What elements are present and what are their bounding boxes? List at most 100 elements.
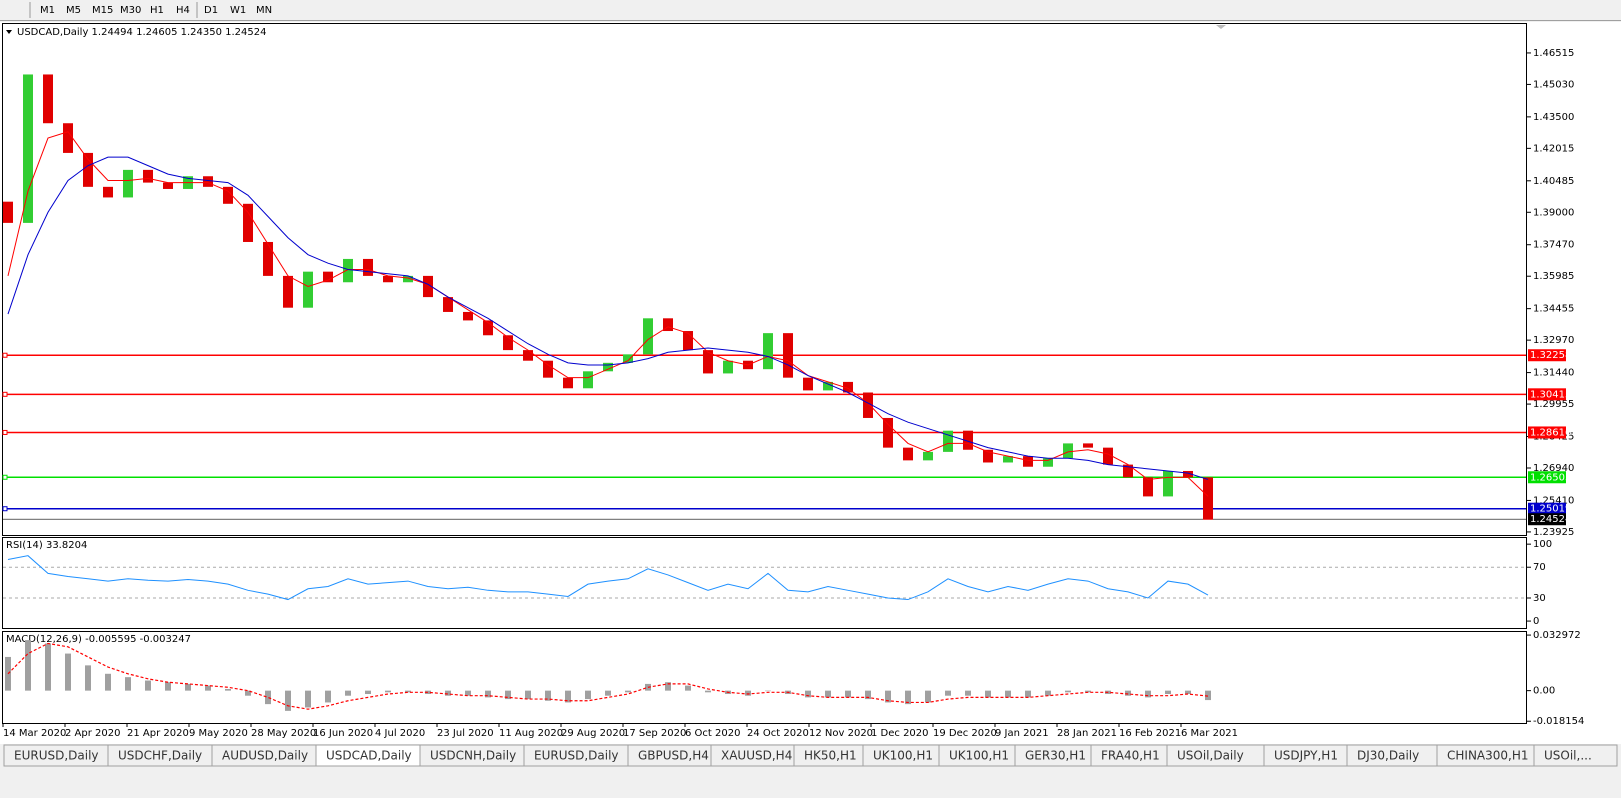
candle-body — [163, 182, 173, 189]
tab-label[interactable]: HK50,H1 — [804, 749, 857, 763]
x-tick-label: 24 Oct 2020 — [747, 728, 809, 739]
macd-bar — [905, 690, 911, 705]
macd-bar — [485, 690, 491, 698]
timeframe-label[interactable]: W1 — [230, 5, 246, 16]
timeframe-button[interactable] — [145, 1, 169, 18]
timeframe-label[interactable]: M15 — [92, 5, 113, 16]
level-price-label: 1.28616 — [1530, 427, 1571, 438]
x-tick-label: 28 May 2020 — [251, 728, 316, 739]
candle-body — [783, 333, 793, 378]
timeframe-label[interactable]: M1 — [40, 5, 55, 16]
macd-bar — [25, 640, 31, 691]
macd-bar — [405, 690, 411, 693]
macd-bar — [505, 690, 511, 700]
candle-body — [823, 381, 833, 391]
tab-label[interactable]: USDCHF,Daily — [118, 749, 202, 763]
macd-bar — [605, 690, 611, 696]
x-tick-label: 12 Nov 2020 — [809, 728, 873, 739]
macd-bar — [1205, 690, 1211, 701]
tab-label[interactable]: DJ30,Daily — [1357, 749, 1419, 763]
x-tick-label: 2 Apr 2020 — [65, 728, 120, 739]
macd-bar — [365, 690, 371, 695]
macd-bar — [1185, 690, 1191, 695]
macd-bar — [385, 690, 391, 693]
macd-bar — [105, 673, 111, 691]
level-price-label: 1.30415 — [1530, 389, 1571, 400]
candle-body — [563, 377, 573, 389]
tab-label[interactable]: USDJPY,H1 — [1274, 749, 1338, 763]
tab-label[interactable]: UK100,H1 — [949, 749, 1009, 763]
candle-body — [843, 381, 853, 393]
candle-body — [383, 275, 393, 283]
candle-body — [883, 417, 893, 448]
candle-body — [103, 186, 113, 198]
macd-bar — [45, 643, 51, 691]
tab-label[interactable]: EURUSD,Daily — [14, 749, 99, 763]
candle-body — [1003, 456, 1013, 463]
candle-body — [583, 371, 593, 389]
candle-body — [83, 152, 93, 187]
timeframe-label[interactable]: MN — [256, 5, 272, 16]
x-tick-label: 17 Sep 2020 — [623, 728, 686, 739]
candle-body — [403, 275, 413, 283]
tab-label[interactable]: EURUSD,Daily — [534, 749, 619, 763]
level-handle — [2, 474, 8, 480]
tab-label[interactable]: UK100,H1 — [873, 749, 933, 763]
tab-label[interactable]: USOil,Daily — [1177, 749, 1244, 763]
candle-body — [523, 350, 533, 361]
candle-body — [1103, 447, 1113, 465]
x-tick-label: 29 Aug 2020 — [561, 728, 625, 739]
macd-bar — [865, 690, 871, 700]
x-tick-label: 6 Mar 2021 — [1181, 728, 1238, 739]
macd-bar — [85, 665, 91, 691]
tab-label[interactable]: GER30,H1 — [1025, 749, 1086, 763]
tab-label[interactable]: CHINA300,H1 — [1447, 749, 1529, 763]
timeframe-label[interactable]: M30 — [120, 5, 141, 16]
candle-body — [123, 169, 133, 198]
timeframe-button[interactable] — [61, 1, 85, 18]
x-tick-label: 4 Jul 2020 — [375, 728, 425, 739]
tab-label[interactable]: XAUUSD,H4 — [721, 749, 792, 763]
level-price-box — [1528, 349, 1566, 362]
macd-bar — [1085, 690, 1091, 693]
y-tick-label: 1.25410 — [1533, 495, 1574, 506]
timeframe-button[interactable] — [35, 1, 59, 18]
rsi-line — [7, 555, 1209, 601]
x-tick-label: 6 Oct 2020 — [685, 728, 740, 739]
tab-label[interactable]: FRA40,H1 — [1101, 749, 1160, 763]
y-tick-label: 1.37470 — [1533, 240, 1574, 251]
timeframe-button[interactable] — [251, 1, 275, 18]
y-tick-label: 1.26940 — [1533, 463, 1574, 474]
macd-bar — [545, 690, 551, 701]
candle-body — [343, 258, 353, 283]
tab-label[interactable]: AUDUSD,Daily — [222, 749, 308, 763]
x-tick-label: 14 Mar 2020 — [3, 728, 66, 739]
y-tick-label: 1.31440 — [1533, 368, 1574, 379]
timeframe-button[interactable] — [225, 1, 249, 18]
timeframe-label[interactable]: D1 — [204, 5, 218, 16]
candle-body — [603, 362, 613, 372]
level-price-box — [1528, 513, 1566, 526]
y-tick-label: 1.40485 — [1533, 176, 1574, 187]
tab-label[interactable]: USOil,... — [1544, 749, 1592, 763]
tab-label[interactable]: GBPUSD,H4 — [638, 749, 709, 763]
macd-header: MACD(12,26,9) -0.005595 -0.003247 — [6, 634, 191, 645]
candle-body — [363, 258, 373, 276]
timeframe-label[interactable]: M5 — [66, 5, 81, 16]
macd-bar — [925, 690, 931, 703]
x-tick-label: 19 Dec 2020 — [933, 728, 997, 739]
timeframe-button[interactable] — [171, 1, 195, 18]
timeframe-button[interactable] — [199, 1, 223, 18]
timeframe-button[interactable] — [87, 1, 111, 18]
timeframe-label[interactable]: H4 — [176, 5, 190, 16]
macd-bar — [205, 685, 211, 691]
tab-label[interactable]: USDCNH,Daily — [430, 749, 516, 763]
candle-body — [463, 311, 473, 321]
tab-label[interactable]: USDCAD,Daily — [326, 749, 412, 763]
timeframe-label[interactable]: H1 — [150, 5, 164, 16]
x-tick-label: 23 Jul 2020 — [437, 728, 494, 739]
macd-bar — [185, 683, 191, 691]
timeframe-button[interactable] — [115, 1, 139, 18]
macd-bar — [65, 653, 71, 691]
tab[interactable] — [1533, 744, 1618, 767]
